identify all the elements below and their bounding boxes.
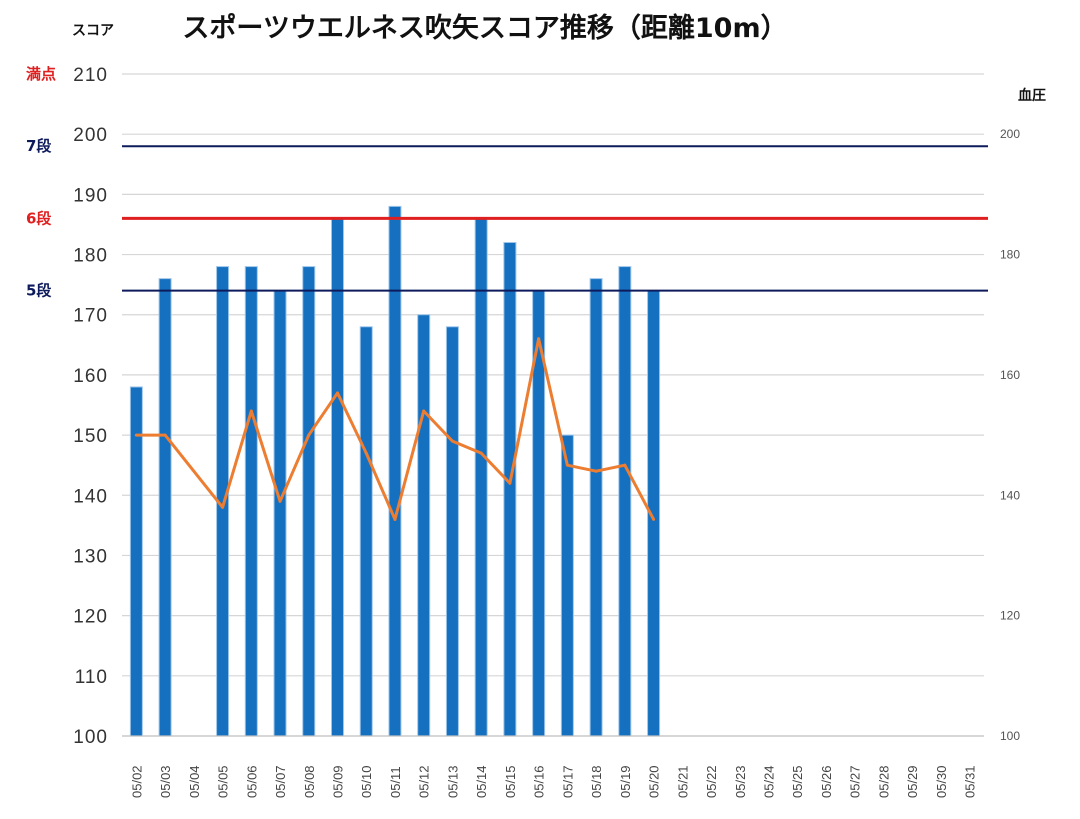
line-point	[508, 481, 512, 485]
x-axis-ticks: 05/02 05/03 05/04 05/05 05/06 05/07 05/08 05/09…	[129, 765, 977, 798]
bar	[331, 217, 344, 737]
line-point	[336, 391, 339, 395]
x-tick-label: 05/30	[934, 765, 949, 798]
y-tick-label: 140	[73, 486, 108, 507]
y2-tick-label: 120	[1000, 609, 1020, 623]
y-tick-label: 200	[73, 125, 108, 146]
y-tick-label: 170	[73, 306, 108, 327]
line-point	[221, 505, 225, 509]
y-tick-label: 130	[73, 546, 108, 567]
x-tick-label: 05/02	[129, 765, 144, 798]
x-tick-label: 05/13	[445, 765, 460, 798]
grid-lines	[122, 73, 984, 677]
line-point	[307, 433, 311, 437]
y-axis-label: スコア	[72, 23, 114, 39]
y2-axis-label: 血圧	[1018, 87, 1046, 104]
reference-label: 7段	[26, 137, 51, 155]
chart-title: スポーツウエルネス吹矢スコア推移（距離10m）	[182, 12, 787, 44]
x-tick-label: 05/11	[388, 766, 403, 798]
x-tick-label: 05/26	[819, 765, 834, 798]
bar-series	[129, 205, 661, 737]
bar	[388, 205, 402, 737]
y2-tick-label: 180	[1000, 248, 1020, 262]
line-point	[393, 517, 397, 521]
bar	[589, 278, 603, 737]
reference-label: 満点	[26, 65, 56, 83]
y2-tick-label: 200	[1000, 127, 1020, 141]
y-tick-label: 160	[73, 366, 108, 387]
line-point	[594, 469, 598, 473]
x-tick-label: 05/22	[704, 765, 719, 798]
bar	[445, 326, 459, 737]
line-path	[136, 337, 655, 521]
bar	[560, 434, 574, 737]
x-tick-label: 05/16	[532, 765, 547, 798]
x-tick-label: 05/15	[503, 765, 518, 798]
line-series	[134, 337, 656, 521]
x-tick-label: 05/28	[876, 765, 891, 798]
line-point	[652, 517, 656, 521]
y-tick-label: 100	[73, 727, 108, 748]
y-tick-label: 190	[73, 185, 108, 206]
y-tick-label: 120	[73, 607, 108, 628]
x-tick-label: 05/17	[560, 765, 575, 798]
x-tick-label: 05/23	[733, 765, 748, 798]
x-tick-label: 05/21	[675, 765, 690, 798]
x-tick-label: 05/18	[589, 765, 604, 798]
x-tick-label: 05/12	[417, 765, 432, 798]
x-tick-label: 05/03	[158, 765, 173, 798]
line-point	[479, 451, 483, 455]
reference-lines: 満点 7段 6段 5段	[26, 65, 988, 300]
x-tick-label: 05/04	[187, 765, 202, 798]
x-tick-label: 05/14	[474, 765, 489, 798]
line-point	[422, 409, 426, 413]
x-tick-label: 05/10	[359, 765, 374, 798]
x-tick-label: 05/29	[905, 765, 920, 798]
line-point	[163, 433, 167, 437]
y2-tick-label: 160	[1000, 368, 1020, 382]
y2-tick-label: 100	[1000, 729, 1020, 743]
y-tick-label: 180	[73, 246, 108, 267]
x-tick-label: 05/19	[618, 765, 633, 798]
x-tick-label: 05/27	[848, 765, 863, 798]
y-tick-label: 150	[73, 426, 108, 447]
x-tick-label: 05/24	[762, 765, 777, 798]
line-point	[537, 337, 541, 341]
bar	[474, 217, 488, 737]
x-tick-label: 05/06	[244, 765, 259, 798]
bar	[158, 278, 172, 737]
x-tick-label: 05/31	[963, 765, 978, 798]
y-tick-label: 210	[73, 65, 108, 86]
line-point	[623, 463, 627, 467]
x-tick-label: 05/07	[273, 765, 288, 798]
left-axis-ticks: 100 110 120 130 140 150 160 170 180 190 200 210	[73, 65, 108, 748]
bar	[359, 326, 373, 737]
line-point	[278, 499, 282, 503]
line-point	[364, 451, 368, 455]
reference-label: 6段	[26, 209, 51, 227]
x-tick-label: 05/05	[216, 765, 231, 798]
x-tick-label: 05/20	[647, 765, 662, 798]
x-tick-label: 05/08	[302, 765, 317, 798]
bar	[273, 290, 287, 737]
x-tick-label: 05/09	[331, 765, 346, 798]
y-tick-label: 110	[75, 667, 108, 688]
line-point	[450, 439, 454, 443]
line-point	[565, 463, 569, 467]
y2-tick-label: 140	[1000, 488, 1020, 502]
reference-label: 5段	[26, 282, 51, 300]
bar	[302, 266, 316, 737]
bar	[503, 242, 517, 737]
bar	[618, 266, 632, 737]
right-axis-ticks: 100 120 140 160 180 200	[1000, 127, 1020, 743]
line-point	[249, 409, 253, 413]
bar	[417, 314, 431, 737]
x-tick-label: 05/25	[790, 765, 805, 798]
line-point	[134, 433, 138, 437]
bar	[244, 266, 258, 737]
bar	[129, 386, 143, 737]
